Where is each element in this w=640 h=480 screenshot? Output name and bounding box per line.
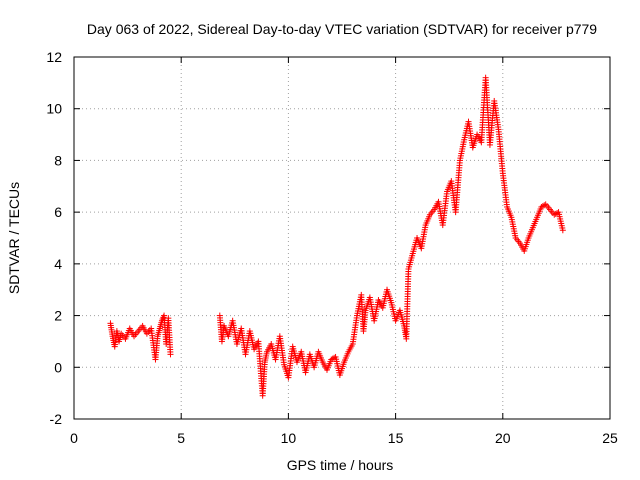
chart-title: Day 063 of 2022, Sidereal Day-to-day VTE…: [87, 21, 597, 37]
y-tick-label: -2: [50, 411, 63, 427]
y-axis-label: SDTVAR / TECUs: [6, 182, 22, 294]
x-tick-label: 10: [281, 430, 297, 446]
x-tick-label: 20: [495, 430, 511, 446]
y-tick-label: 4: [54, 256, 62, 272]
y-tick-label: 0: [54, 359, 62, 375]
x-axis-label: GPS time / hours: [287, 457, 394, 473]
axis-ticks: 0 5 10 15 20 25 -2 0 2 4 6 8 10 12: [46, 49, 618, 446]
y-tick-label: 10: [46, 101, 62, 117]
x-tick-label: 5: [177, 430, 185, 446]
data-point: [559, 227, 566, 234]
x-tick-label: 25: [602, 430, 618, 446]
data-point: [167, 351, 174, 358]
x-tick-label: 15: [388, 430, 404, 446]
grid-lines: [74, 57, 610, 419]
y-tick-label: 12: [46, 49, 62, 65]
data-point-interp: [541, 202, 548, 209]
data-series: [107, 74, 566, 399]
x-tick-label: 0: [70, 430, 78, 446]
plot-frame: [73, 56, 611, 420]
y-tick-label: 6: [54, 204, 62, 220]
y-tick-label: 8: [54, 152, 62, 168]
y-tick-label: 2: [54, 308, 62, 324]
